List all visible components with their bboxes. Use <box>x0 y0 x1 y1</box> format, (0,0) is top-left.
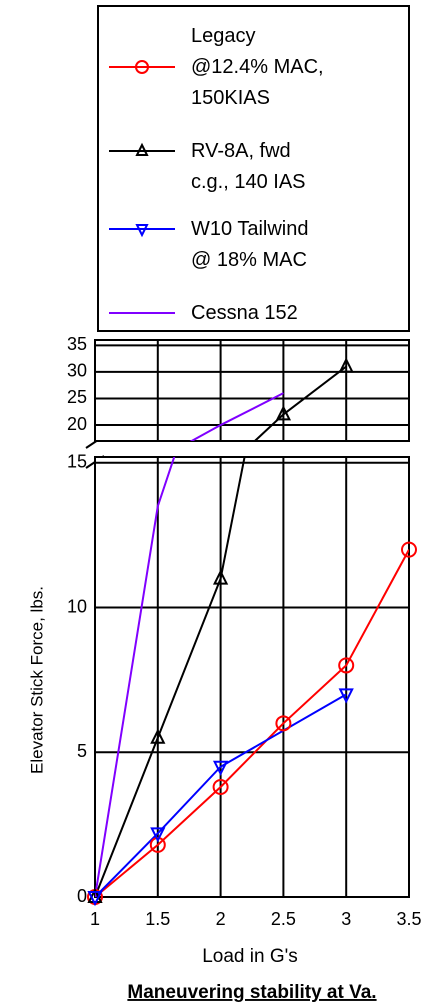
legend-label: Cessna 152 <box>191 302 298 324</box>
legend-swatch <box>109 60 175 74</box>
marker <box>150 728 166 744</box>
marker <box>212 760 229 776</box>
chart-title: Maneuvering stability at Va. <box>127 982 376 1003</box>
legend-label: W10 Tailwind @ 18% MAC <box>191 218 309 271</box>
series-line <box>253 365 347 441</box>
marker <box>401 541 417 558</box>
y-tick-label: 10 <box>67 596 87 616</box>
y-tick-label: 20 <box>67 414 87 434</box>
marker <box>338 688 354 704</box>
y-tick-label: 25 <box>67 387 87 407</box>
y-tick-label: 15 <box>67 452 87 472</box>
series-line <box>95 457 246 897</box>
x-axis-label: Load in G's <box>202 946 298 967</box>
legend-label: RV-8A, fwd c.g., 140 IAS <box>191 140 306 193</box>
y-tick-label: 30 <box>67 361 87 381</box>
legend-marker <box>135 60 149 74</box>
y-tick-label: 0 <box>77 886 87 906</box>
y-tick-label: 5 <box>77 741 87 761</box>
y-tick-label: 35 <box>67 334 87 354</box>
legend-swatch <box>109 312 175 314</box>
marker <box>212 569 229 585</box>
x-tick-label: 3 <box>341 909 351 929</box>
legend-swatch <box>109 224 175 238</box>
marker <box>338 657 355 674</box>
marker <box>275 715 292 732</box>
marker <box>275 405 292 421</box>
marker <box>212 779 229 795</box>
marker <box>338 357 354 373</box>
plot-area <box>94 456 410 898</box>
y-axis-label: Elevator Stick Force, lbs. <box>27 586 46 774</box>
legend-swatch <box>109 142 175 156</box>
marker <box>87 891 103 907</box>
legend-marker <box>135 224 149 238</box>
series-line <box>95 457 176 897</box>
marker <box>150 827 166 843</box>
legend-label: Legacy @12.4% MAC, 150KIAS <box>191 25 324 109</box>
x-tick-label: 1.5 <box>145 909 170 929</box>
x-tick-label: 2.5 <box>271 909 296 929</box>
x-tick-label: 3.5 <box>396 909 421 929</box>
series-group <box>189 365 347 441</box>
marker <box>149 836 166 853</box>
series-line <box>189 392 284 441</box>
x-tick-label: 1 <box>90 909 100 929</box>
legend: Legacy @12.4% MAC, 150KIAS RV-8A, fwd c.g… <box>97 5 410 332</box>
series-line <box>95 549 409 897</box>
legend-marker <box>135 142 149 156</box>
x-tick-label: 2 <box>216 909 226 929</box>
